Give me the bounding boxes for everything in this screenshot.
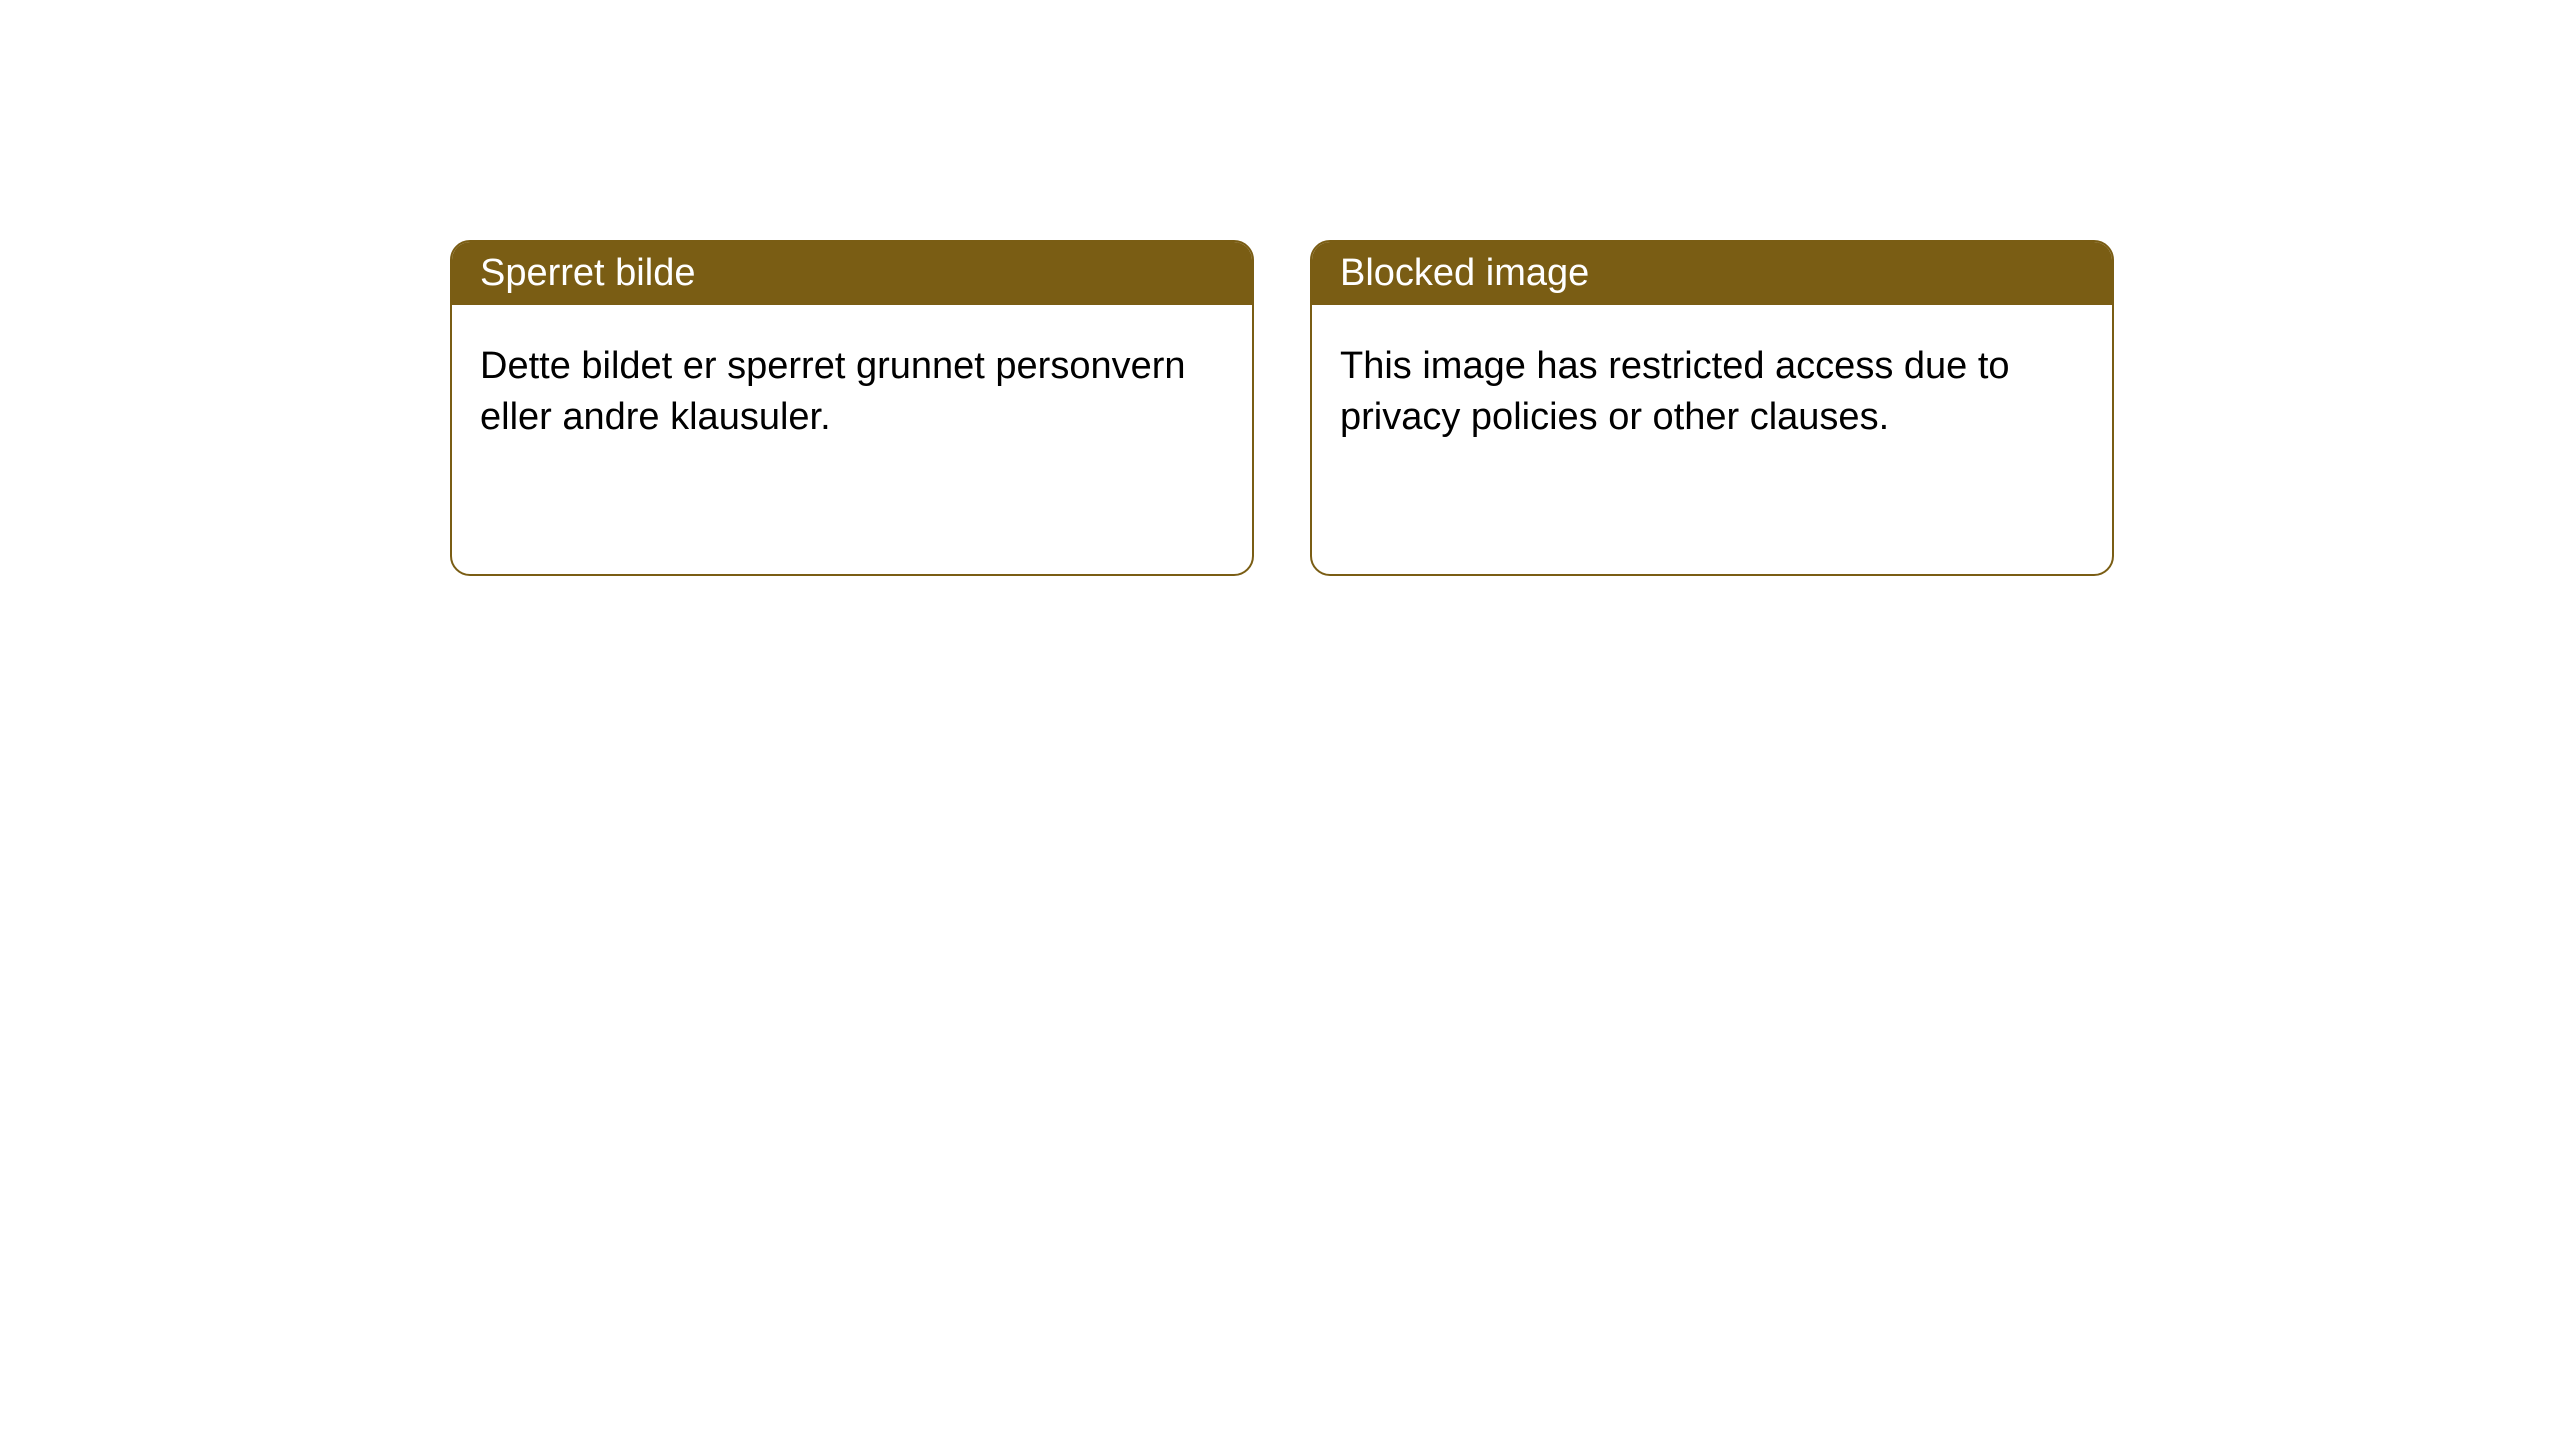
- notice-title: Sperret bilde: [480, 252, 695, 294]
- notice-header-norwegian: Sperret bilde: [452, 242, 1252, 305]
- notice-text: Dette bildet er sperret grunnet personve…: [480, 345, 1186, 438]
- notice-body-english: This image has restricted access due to …: [1312, 305, 2112, 480]
- notice-body-norwegian: Dette bildet er sperret grunnet personve…: [452, 305, 1252, 480]
- notice-text: This image has restricted access due to …: [1340, 345, 2010, 438]
- notice-header-english: Blocked image: [1312, 242, 2112, 305]
- notice-title: Blocked image: [1340, 252, 1589, 294]
- notice-container: Sperret bilde Dette bildet er sperret gr…: [0, 0, 2560, 576]
- notice-card-english: Blocked image This image has restricted …: [1310, 240, 2114, 576]
- notice-card-norwegian: Sperret bilde Dette bildet er sperret gr…: [450, 240, 1254, 576]
